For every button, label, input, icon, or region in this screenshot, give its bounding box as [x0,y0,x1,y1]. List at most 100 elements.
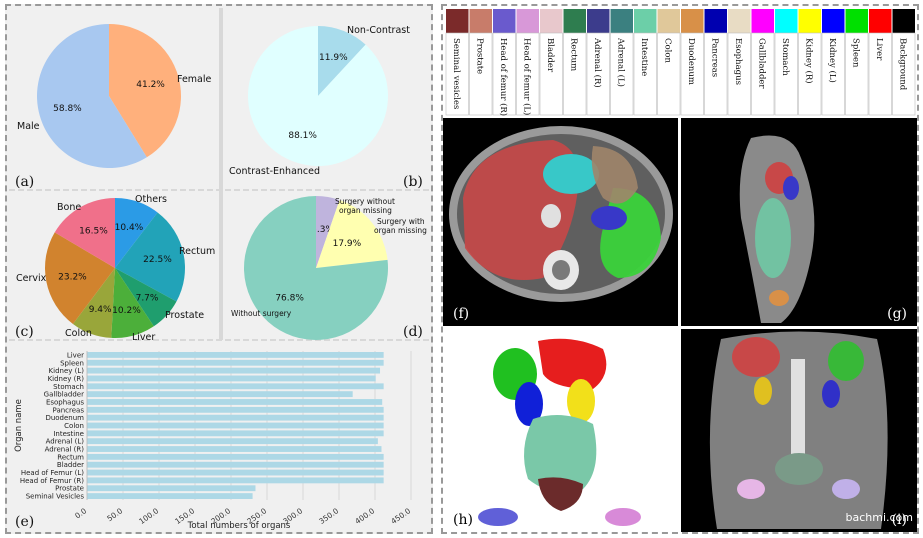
pie-slice-others [115,198,158,268]
x-tick-label: 400.0 [353,506,376,526]
x-tick-label: 450.0 [389,506,412,526]
pie-slice-contrast-enhanced [248,26,388,166]
legend-label-others: Others [135,194,167,205]
legend-swatch [610,9,633,33]
pie-slice-female [109,24,182,158]
x-tick-label: 350.0 [317,506,340,526]
bar-head-of-femur-r- [87,477,384,484]
y-tick-label: Prostate [55,485,84,493]
legend-label-liver: Liver [132,332,155,343]
pancreas-segment [591,206,627,230]
legend-cell [704,32,728,116]
legend-cell [868,32,892,116]
legend-label: Kidney (L) [827,38,838,83]
legend-label: Head of femur (R) [498,38,509,116]
legend-label: Kidney (R) [803,38,814,84]
bar-pancreas [87,406,384,413]
bar-prostate [87,485,256,492]
bar-adrenal-l- [87,438,378,445]
legend-cell [798,32,822,116]
pie-value-label: 7.7% [136,293,159,303]
legend-cell [610,32,634,116]
pie-chart-surgery: 5.3% 17.9% 76.8% [243,196,388,340]
pie-value-label: 5.3% [311,225,334,235]
pie-value-label: 23.2% [58,272,87,282]
legend-cell [516,32,540,116]
legend-cell [774,32,798,116]
x-axis-label: Total numbers of organs [187,521,291,531]
legend-swatch [657,9,680,33]
legend-swatch [540,9,563,33]
segmentation-legend: Seminal vesicles Prostate Head of femur (R… [445,9,916,116]
spine [791,359,805,469]
y-tick-label: Head of Femur (L) [21,469,84,477]
pie-slice-prostate [115,268,177,327]
legend-cell [657,32,681,116]
bar-intestine [87,430,384,437]
bar-stomach [87,383,384,390]
legend-label-surgery-no-missing-line1: Surgery without [335,197,395,206]
legend-label: Seminal vesicles [451,38,461,109]
legend-label: Adrenal (R) [592,37,603,88]
spleen-segment [828,341,864,381]
femur-r-3d [478,508,518,526]
legend-label-surgery-missing-line2: organ missing [374,226,427,235]
ct-sagittal-image [739,135,815,323]
legend-label: Duodenum [686,38,696,85]
aorta [541,204,561,228]
panel-letter-e: (e) [15,514,34,530]
kidney-l-segment [822,380,840,408]
legend-cell [892,32,916,116]
panel-letter-f: (f) [453,306,470,322]
legend-swatch [728,9,751,33]
legend-label-rectum: Rectum [179,246,215,257]
legend-label-bone: Bone [57,202,81,213]
y-tick-label: Liver [67,351,84,359]
panel-letter-h: (h) [453,512,473,528]
legend-label-surgery-no-missing-line2: organ missing [339,206,392,215]
legend-swatch [563,9,586,33]
legend-swatch [681,9,704,33]
legend-swatch [704,9,727,33]
legend-label: Head of femur (L) [521,38,532,115]
legend-label: Bladder [545,38,555,73]
legend-cell [680,32,704,116]
spinal-canal [552,260,570,280]
rectum-segment [769,290,789,306]
legend-label: Adrenal (L) [615,37,626,87]
y-tick-label: Seminal Vesicles [26,493,85,501]
y-tick-label: Kidney (R) [48,375,85,383]
legend-swatch [798,9,821,33]
legend-swatch [587,9,610,33]
pie-value-label: 10.4% [115,223,144,233]
legend-swatch [869,9,892,33]
legend-label: Esophagus [733,38,743,85]
legend-label: Pancreas [709,38,719,77]
bar-head-of-femur-l- [87,469,384,476]
legend-label-without-surgery: Without surgery [231,309,292,318]
legend-swatch [516,9,539,33]
legend-label-colon: Colon [65,328,92,339]
legend-swatch [845,9,868,33]
liver-segment [732,337,780,377]
pie-slice-liver [111,268,154,338]
y-tick-label: Gallbladder [44,391,84,399]
kidney-r-3d [567,379,595,423]
legend-label-non-contrast: Non-Contrast [347,25,410,36]
y-tick-label: Kidney (L) [49,367,85,375]
legend-label: Liver [874,38,884,61]
ct-coronal-panel: (i) [681,329,917,532]
legend-label: Spleen [850,38,860,68]
legend-cell [445,32,469,116]
pie-slice-without-surgery [243,196,388,340]
y-tick-label: Esophagus [46,398,84,406]
render-3d-panel: (h) [443,329,678,532]
legend-cell [563,32,587,116]
y-tick-label: Colon [64,422,84,430]
pie-value-label: 16.5% [79,226,108,236]
legend-label: Background [897,38,907,91]
legend-cell [751,32,775,116]
pie-slice-colon [72,268,115,338]
y-tick-label: Bladder [57,461,84,469]
pie-slice-bone [54,198,115,268]
